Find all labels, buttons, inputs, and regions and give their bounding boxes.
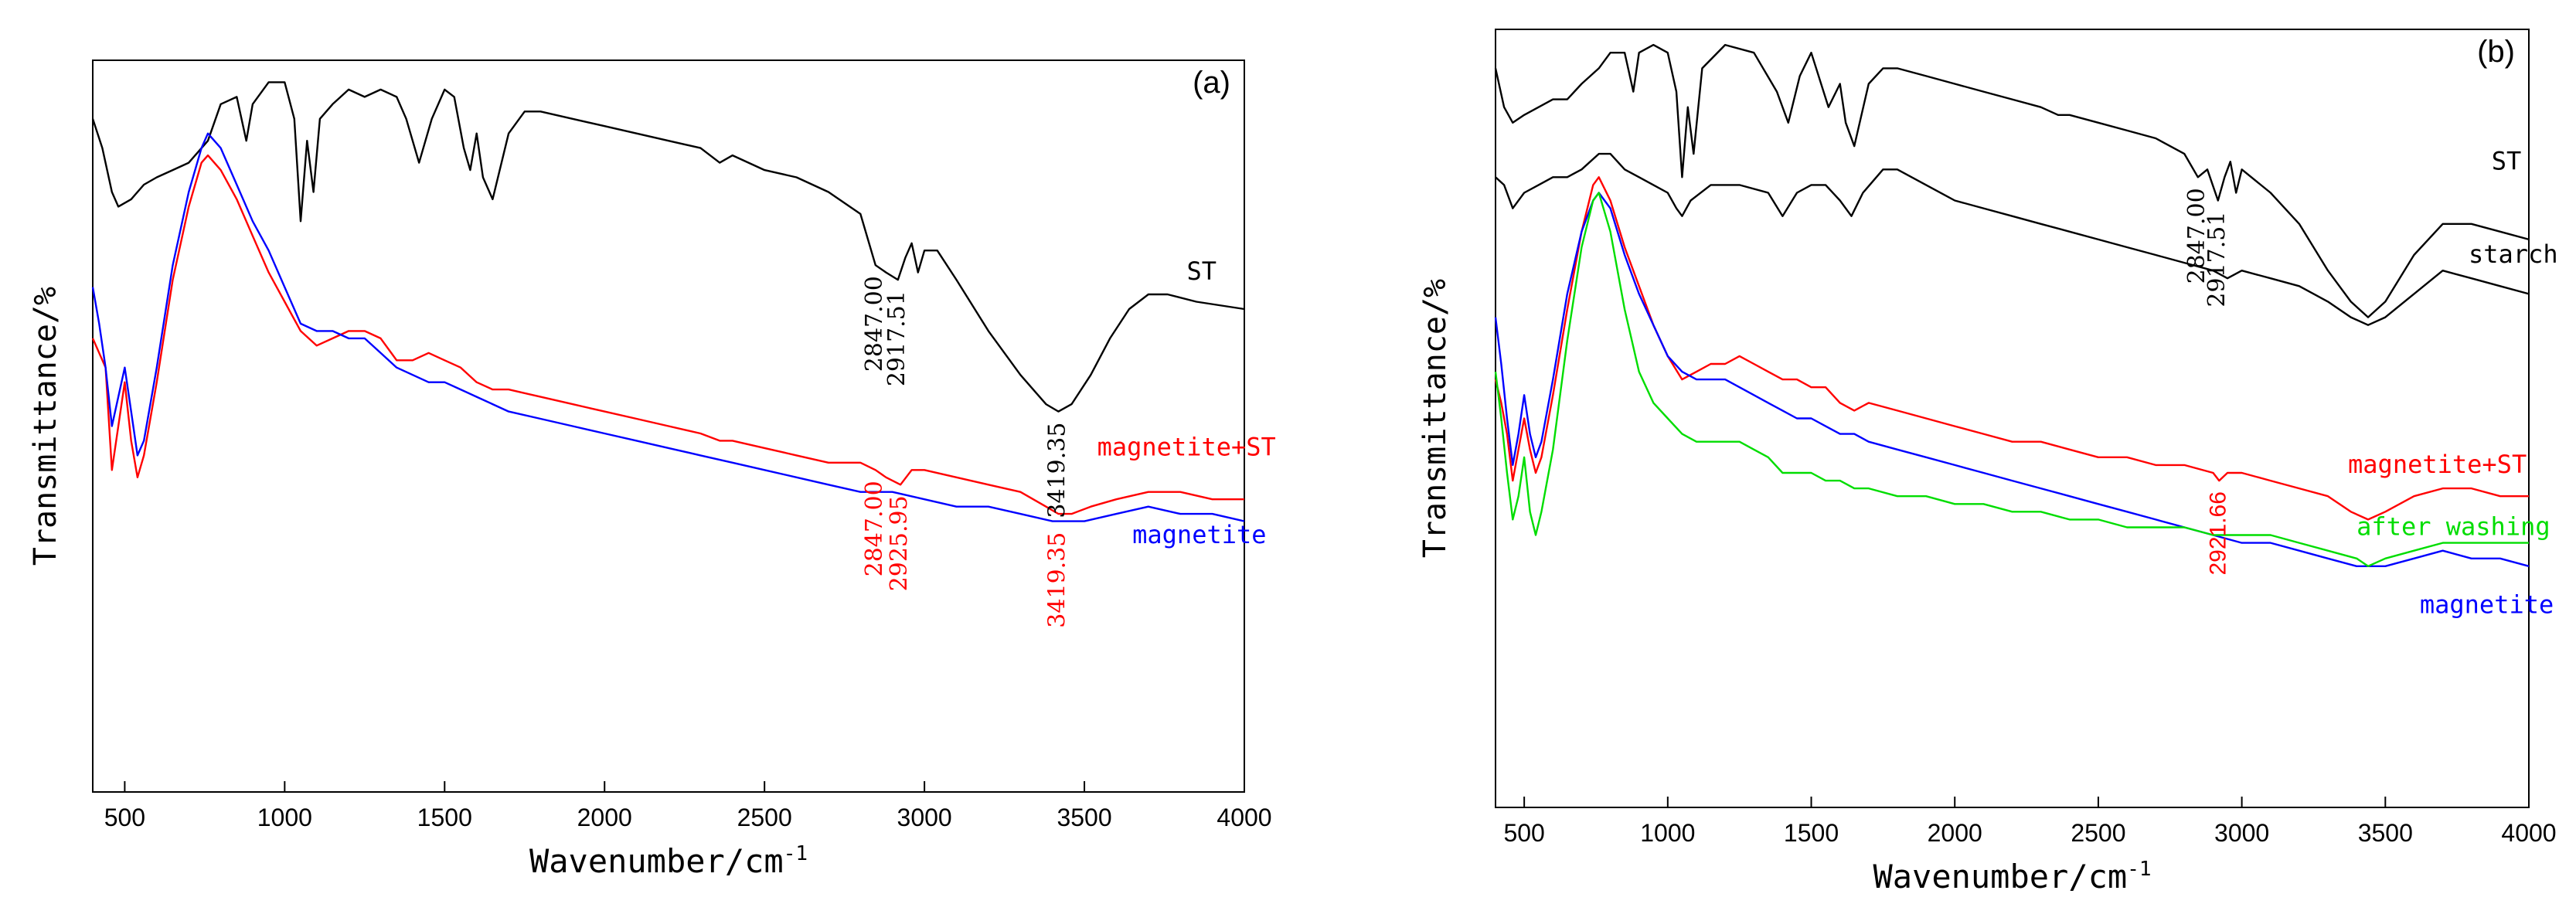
x-tick-label: 4000 xyxy=(2501,819,2556,847)
peak-annotation: 2917.51 xyxy=(2203,212,2231,308)
peak-annotation: 2921.66 xyxy=(2205,491,2231,575)
series-name-label: magnetite xyxy=(1132,520,1266,549)
peak-annotation: 2847.00 xyxy=(861,276,888,372)
x-tick-label: 3500 xyxy=(1057,804,1111,831)
x-tick-label: 2000 xyxy=(1928,819,1982,847)
series-name-label: magnetite xyxy=(2420,590,2554,619)
peak-annotation: 2925.95 xyxy=(886,495,913,591)
x-tick-label: 2500 xyxy=(2071,819,2125,847)
series-line-magnetite xyxy=(91,132,1245,522)
series-line-magnetite-st xyxy=(91,154,1244,515)
plot-frame xyxy=(92,59,1245,793)
x-tick-label: 3000 xyxy=(897,804,952,831)
series-line-st xyxy=(1494,43,2530,318)
series-name-label: ST xyxy=(1187,257,1217,286)
panel-label: (b) xyxy=(2477,35,2515,69)
x-tick-label: 1000 xyxy=(1640,819,1695,847)
x-tick-label: 500 xyxy=(104,804,145,831)
series-line-magnetite xyxy=(1494,192,2530,567)
x-tick-label: 3500 xyxy=(2358,819,2413,847)
x-axis-label-superscript: -1 xyxy=(2127,858,2151,881)
x-tick-label: 1000 xyxy=(257,804,312,831)
x-axis-label-text: Wavenumber/cm xyxy=(529,842,784,880)
peak-annotation: 3419.35 xyxy=(1044,532,1071,628)
panel-a: 500 1000 1500 2000 2500 3000 3500 4000 Wavenumbe… xyxy=(28,59,1276,880)
series-name-label: starch xyxy=(2469,240,2558,269)
series-name-label: magnetite+ST xyxy=(2348,450,2527,479)
x-tick-label: 1500 xyxy=(1784,819,1839,847)
panel-label: (a) xyxy=(1193,66,1230,100)
series-name-label: after washing xyxy=(2357,512,2550,542)
peak-annotation: 2917.51 xyxy=(883,291,910,386)
peak-annotation: 3419.35 xyxy=(1044,423,1071,518)
y-axis-label: Transmittance/% xyxy=(1417,279,1453,558)
series-line-after-washing xyxy=(1494,192,2529,567)
series-name-label: magnetite+ST xyxy=(1097,432,1276,461)
x-tick-label: 2500 xyxy=(737,804,792,831)
y-axis-label: Transmittance/% xyxy=(28,287,63,566)
x-axis-label: Wavenumber/cm-1 xyxy=(529,842,808,880)
series-line-magnetite-st xyxy=(1494,176,2529,521)
panel-b: 500 1000 1500 2000 2500 3000 3500 4000 Wavenumbe… xyxy=(1417,29,2558,896)
x-tick-label: 4000 xyxy=(1217,804,1271,831)
series-name-label: ST xyxy=(2492,146,2522,175)
x-axis-label-text: Wavenumber/cm xyxy=(1873,858,2127,896)
x-tick-label: 2000 xyxy=(577,804,632,831)
x-tick-label: 500 xyxy=(1503,819,1544,847)
x-axis-label: Wavenumber/cm-1 xyxy=(1873,858,2151,896)
plot-frame xyxy=(1495,29,2530,808)
peak-annotation: 2847.00 xyxy=(2183,188,2210,284)
series-line-starch xyxy=(1495,152,2530,326)
x-tick-label: 3000 xyxy=(2214,819,2269,847)
x-tick-label: 1500 xyxy=(417,804,472,831)
x-axis-label-superscript: -1 xyxy=(784,842,808,865)
series-line-st xyxy=(91,81,1245,413)
peak-annotation: 2847.00 xyxy=(861,481,888,576)
